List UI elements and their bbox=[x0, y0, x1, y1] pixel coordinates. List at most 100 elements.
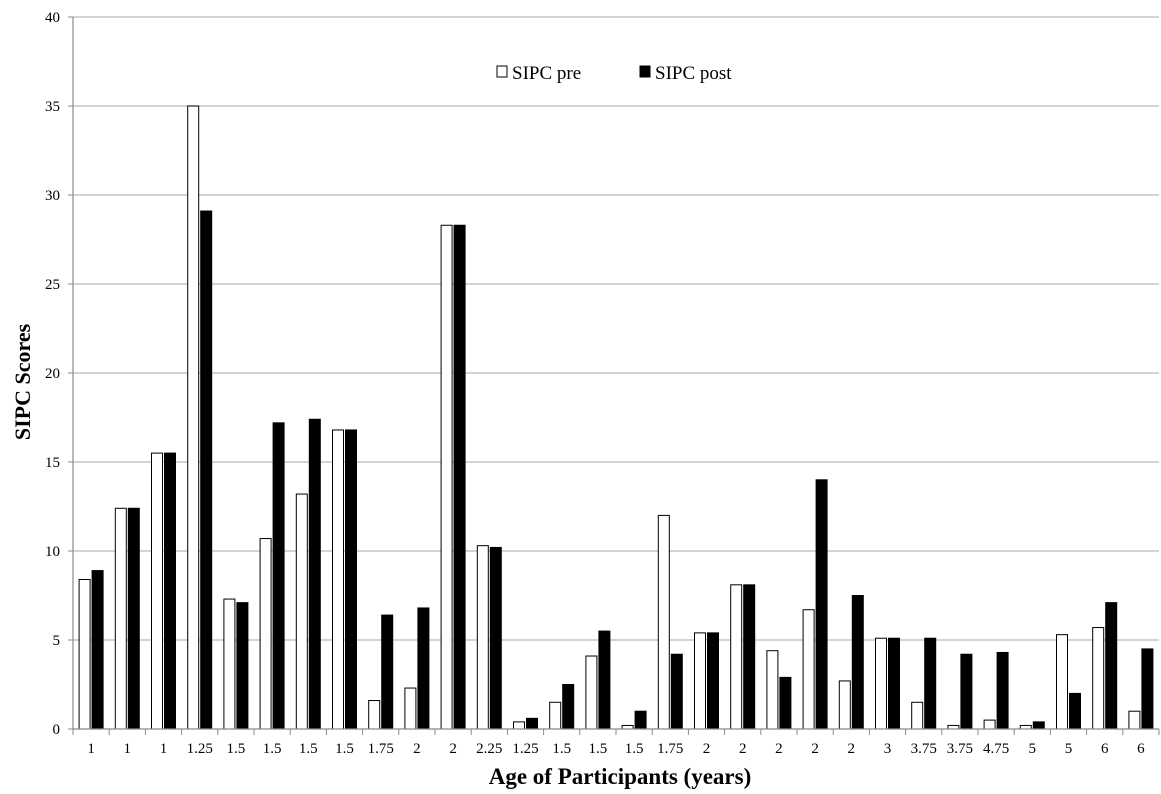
bar-sipc-post bbox=[598, 630, 611, 730]
x-tick-label: 5 bbox=[1065, 741, 1073, 757]
bar-sipc-pre bbox=[766, 650, 779, 730]
bar-sipc-pre bbox=[911, 701, 924, 730]
bar-sipc-pre bbox=[259, 538, 272, 730]
x-tick-label: 2 bbox=[775, 741, 783, 757]
bar-sipc-pre bbox=[295, 493, 308, 730]
x-tick-label: 1.5 bbox=[552, 741, 571, 757]
legend-label-post: SIPC post bbox=[655, 63, 732, 84]
x-tick-label: 2 bbox=[811, 741, 819, 757]
bar-sipc-post bbox=[996, 651, 1009, 730]
bar-sipc-pre bbox=[368, 700, 381, 730]
y-tick-label: 30 bbox=[45, 188, 60, 204]
y-tick-label: 35 bbox=[45, 99, 60, 115]
x-tick-label: 6 bbox=[1101, 741, 1109, 757]
bar-sipc-post bbox=[1069, 692, 1081, 730]
bar-sipc-pre bbox=[513, 721, 525, 730]
y-tick-label: 20 bbox=[45, 366, 60, 382]
bar-sipc-pre bbox=[476, 545, 489, 730]
x-tick-label: 1.5 bbox=[227, 741, 246, 757]
bar-sipc-pre bbox=[838, 680, 851, 730]
x-tick-label: 1.25 bbox=[187, 741, 213, 757]
x-tick-label: 2 bbox=[739, 741, 747, 757]
y-tick-label: 40 bbox=[45, 10, 60, 26]
bar-sipc-post bbox=[91, 570, 104, 730]
bar-sipc-pre bbox=[332, 429, 344, 730]
x-axis-title: Age of Participants (years) bbox=[489, 764, 752, 789]
bar-sipc-post bbox=[1032, 721, 1045, 730]
y-tick-label: 10 bbox=[45, 544, 60, 560]
legend: SIPC pre SIPC post bbox=[496, 63, 732, 84]
x-tick-label: 3 bbox=[884, 741, 892, 757]
bar-sipc-pre bbox=[78, 578, 91, 730]
axes bbox=[68, 16, 1160, 735]
x-tick-label: 1.5 bbox=[589, 741, 608, 757]
bar-sipc-pre bbox=[983, 719, 996, 730]
y-tick-label: 25 bbox=[45, 277, 60, 293]
bar-sipc-post bbox=[815, 479, 828, 730]
bar-sipc-post bbox=[634, 710, 647, 730]
bar-sipc-post bbox=[381, 614, 394, 730]
x-tick-label: 2 bbox=[413, 741, 421, 757]
y-tick-label: 0 bbox=[53, 722, 61, 738]
bar-sipc-post bbox=[743, 584, 756, 730]
bar-sipc-pre bbox=[875, 637, 887, 730]
x-tick-label: 1 bbox=[124, 741, 132, 757]
bar-sipc-pre bbox=[404, 687, 417, 730]
x-tick-label: 1 bbox=[160, 741, 168, 757]
y-tick-labels: 0 5 10 15 20 25 30 35 40 bbox=[45, 10, 60, 738]
legend-label-pre: SIPC pre bbox=[512, 63, 581, 84]
x-tick-label: 1.5 bbox=[299, 741, 318, 757]
bars bbox=[78, 105, 1154, 730]
x-tick-label: 5 bbox=[1029, 741, 1037, 757]
bar-sipc-pre bbox=[223, 598, 236, 730]
bar-sipc-pre bbox=[151, 452, 163, 730]
y-tick-label: 15 bbox=[45, 455, 60, 471]
bar-sipc-post bbox=[200, 210, 213, 730]
bar-sipc-post bbox=[308, 418, 321, 730]
x-tick-label: 3.75 bbox=[947, 741, 973, 757]
bar-sipc-post bbox=[453, 224, 466, 730]
bar-sipc-post bbox=[924, 637, 937, 730]
bar-sipc-post bbox=[127, 507, 140, 730]
bar-sipc-pre bbox=[549, 701, 562, 730]
bar-sipc-pre bbox=[1128, 710, 1141, 730]
bar-sipc-post bbox=[562, 684, 575, 730]
bar-sipc-post bbox=[272, 422, 285, 730]
bar-sipc-pre bbox=[657, 514, 670, 730]
y-tick-label: 5 bbox=[53, 633, 61, 649]
bar-sipc-pre bbox=[1092, 627, 1105, 730]
x-tick-label: 1.75 bbox=[657, 741, 683, 757]
x-tick-label: 3.75 bbox=[911, 741, 937, 757]
gridlines bbox=[73, 16, 1159, 641]
bar-sipc-post bbox=[164, 452, 176, 730]
x-tick-label: 1.5 bbox=[625, 741, 644, 757]
bar-sipc-post bbox=[1105, 602, 1118, 730]
x-tick-label: 6 bbox=[1137, 741, 1145, 757]
bar-sipc-post bbox=[707, 632, 719, 730]
bar-sipc-post bbox=[236, 602, 249, 730]
bar-sipc-pre bbox=[730, 584, 743, 730]
x-tick-label: 2 bbox=[449, 741, 457, 757]
x-tick-label: 1.25 bbox=[512, 741, 538, 757]
y-axis-title: SIPC Scores bbox=[10, 323, 35, 440]
bar-sipc-post bbox=[888, 637, 900, 730]
bar-sipc-post bbox=[670, 653, 683, 730]
x-tick-label: 4.75 bbox=[983, 741, 1009, 757]
legend-swatch-post bbox=[639, 65, 651, 78]
bar-sipc-pre bbox=[187, 105, 200, 730]
legend-swatch-pre bbox=[496, 65, 508, 78]
bar-sipc-post bbox=[779, 676, 792, 730]
bar-sipc-pre bbox=[694, 632, 706, 730]
bar-sipc-post bbox=[960, 653, 973, 730]
bar-sipc-post bbox=[489, 546, 502, 730]
x-tick-label: 2.25 bbox=[476, 741, 502, 757]
bar-sipc-post bbox=[526, 717, 538, 730]
bar-sipc-post bbox=[1141, 648, 1154, 730]
x-tick-label: 1.5 bbox=[335, 741, 354, 757]
bar-sipc-pre bbox=[585, 655, 598, 730]
bar-sipc-pre bbox=[440, 224, 453, 730]
bar-sipc-post bbox=[851, 595, 864, 730]
bar-sipc-post bbox=[417, 607, 430, 730]
x-tick-label: 2 bbox=[848, 741, 856, 757]
